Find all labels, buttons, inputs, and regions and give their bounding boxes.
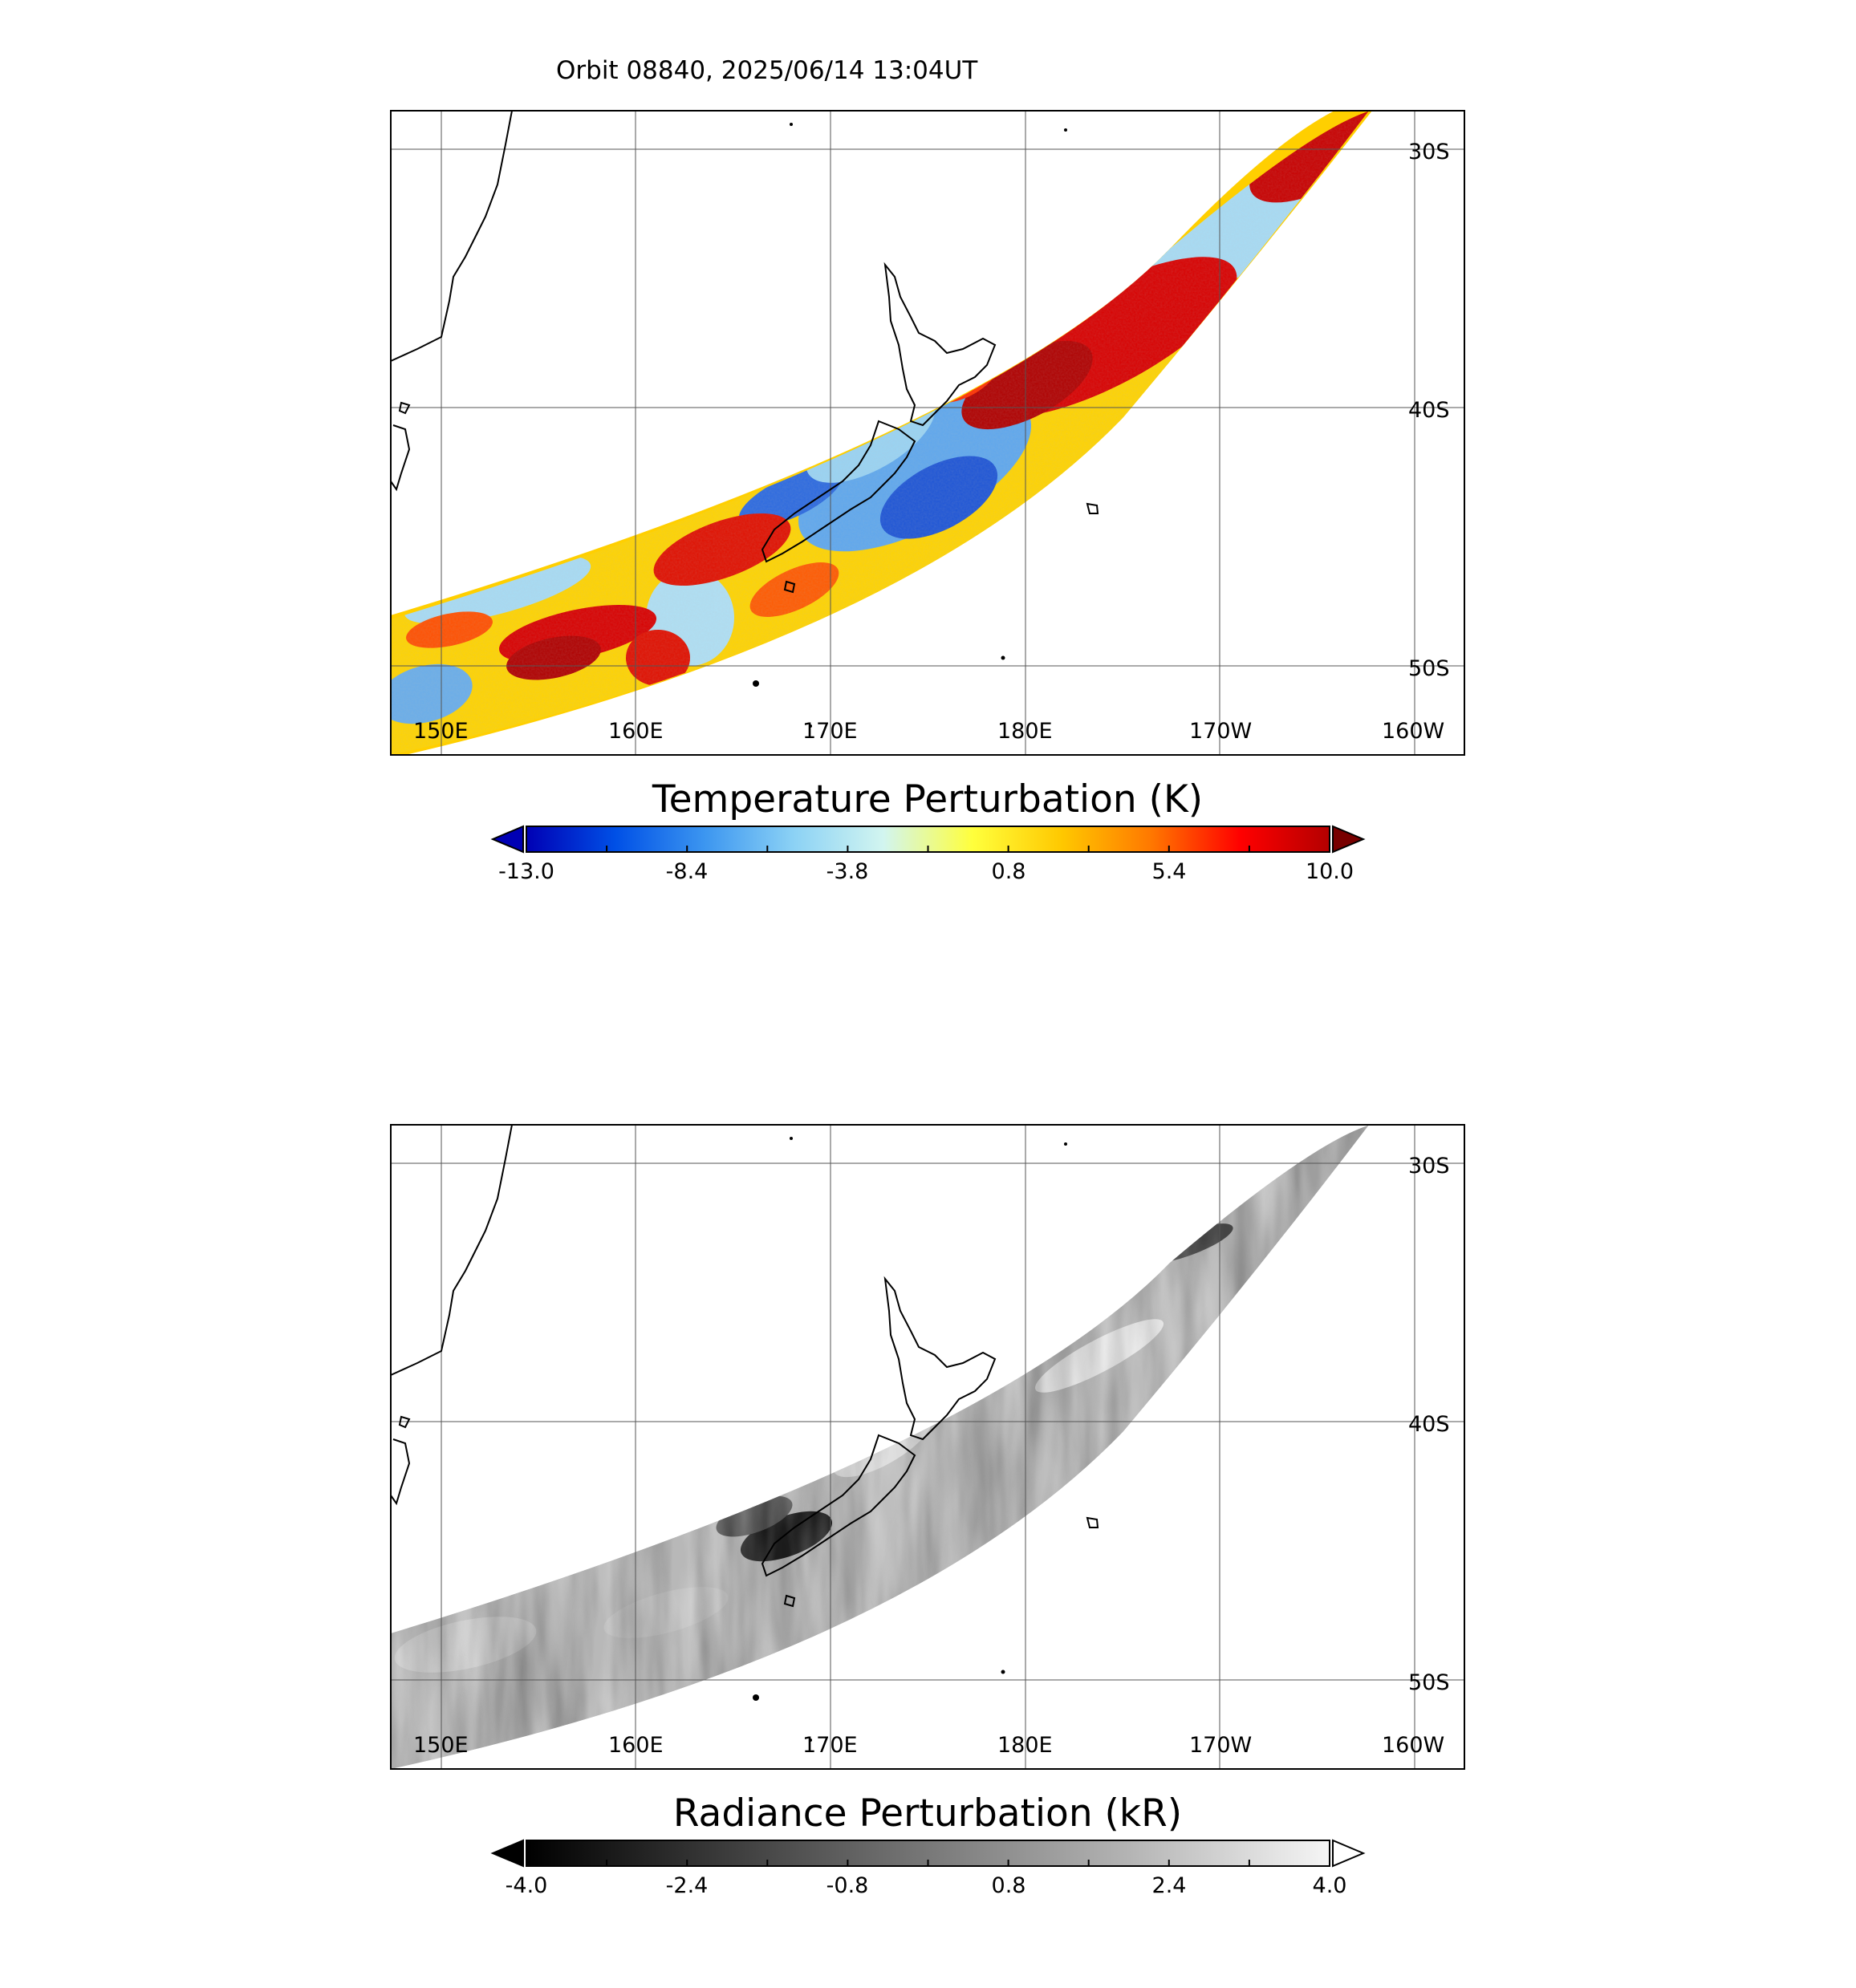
radiance-tick-label-4: 2.4 [1152,1873,1187,1898]
radiance-tick-label-3: 0.8 [992,1873,1026,1898]
radiance-tick-label-5: 4.0 [1313,1873,1347,1898]
temperature-axis-labels: 150E 160E 170E 180E 170W 160W 30S 40S 50… [413,140,1450,744]
lon-label-170w: 170W [1189,1733,1252,1758]
radiance-axis-labels: 150E 160E 170E 180E 170W 160W 30S 40S 50… [413,1154,1450,1758]
temperature-tick-label-1: -8.4 [666,859,709,884]
temperature-islands [753,123,1067,728]
orbit-title: Orbit 08840, 2025/06/14 13:04UT [556,56,978,85]
radiance-colorbar-high-arrow [1332,1839,1366,1868]
lon-label-170e: 170E [802,1733,858,1758]
temperature-colorbar: Temperature Perturbation (K) -13.0 -8.4 … [490,777,1366,884]
lon-label-160w: 160W [1382,1733,1444,1758]
radiance-colorbar: Radiance Perturbation (kR) -4.0 -2.4 -0.… [490,1791,1366,1898]
temperature-tick-label-0: -13.0 [498,859,554,884]
temperature-tick-label-4: 5.4 [1152,859,1187,884]
lat-label-30s: 30S [1408,140,1450,164]
temperature-tick-label-3: 0.8 [992,859,1026,884]
radiance-colorbar-low-arrow [490,1839,524,1868]
lon-label-160w: 160W [1382,719,1444,744]
radiance-colorbar-title: Radiance Perturbation (kR) [673,1791,1182,1836]
radiance-map-panel [391,1125,1464,1769]
lon-label-180e: 180E [997,719,1053,744]
lat-label-40s: 40S [1408,398,1450,423]
radiance-tick-label-2: -0.8 [826,1873,869,1898]
temperature-tick-label-5: 10.0 [1306,859,1354,884]
radiance-map-frame [390,1124,1465,1770]
temperature-colorbar-title: Temperature Perturbation (K) [652,777,1203,822]
radiance-gridlines [391,1125,1464,1769]
temperature-colorbar-low-arrow [490,825,524,854]
radiance-coastlines [390,1124,1099,1608]
temperature-gridlines [391,111,1464,755]
lon-label-170e: 170E [802,719,858,744]
lon-label-180e: 180E [997,1733,1053,1758]
lon-label-160e: 160E [608,1733,664,1758]
lat-label-50s: 50S [1408,1670,1450,1695]
temperature-map-frame [390,110,1465,756]
radiance-islands [753,1137,1067,1742]
lat-label-40s: 40S [1408,1412,1450,1437]
radiance-tick-label-1: -2.4 [666,1873,709,1898]
temperature-colorbar-high-arrow [1332,825,1366,854]
lon-label-160e: 160E [608,719,664,744]
temperature-tick-label-2: -3.8 [826,859,869,884]
lat-label-30s: 30S [1408,1154,1450,1179]
lat-label-50s: 50S [1408,656,1450,681]
radiance-tick-label-0: -4.0 [506,1873,548,1898]
temperature-coastlines [390,110,1099,594]
lon-label-150e: 150E [413,1733,469,1758]
lon-label-150e: 150E [413,719,469,744]
lon-label-170w: 170W [1189,719,1252,744]
